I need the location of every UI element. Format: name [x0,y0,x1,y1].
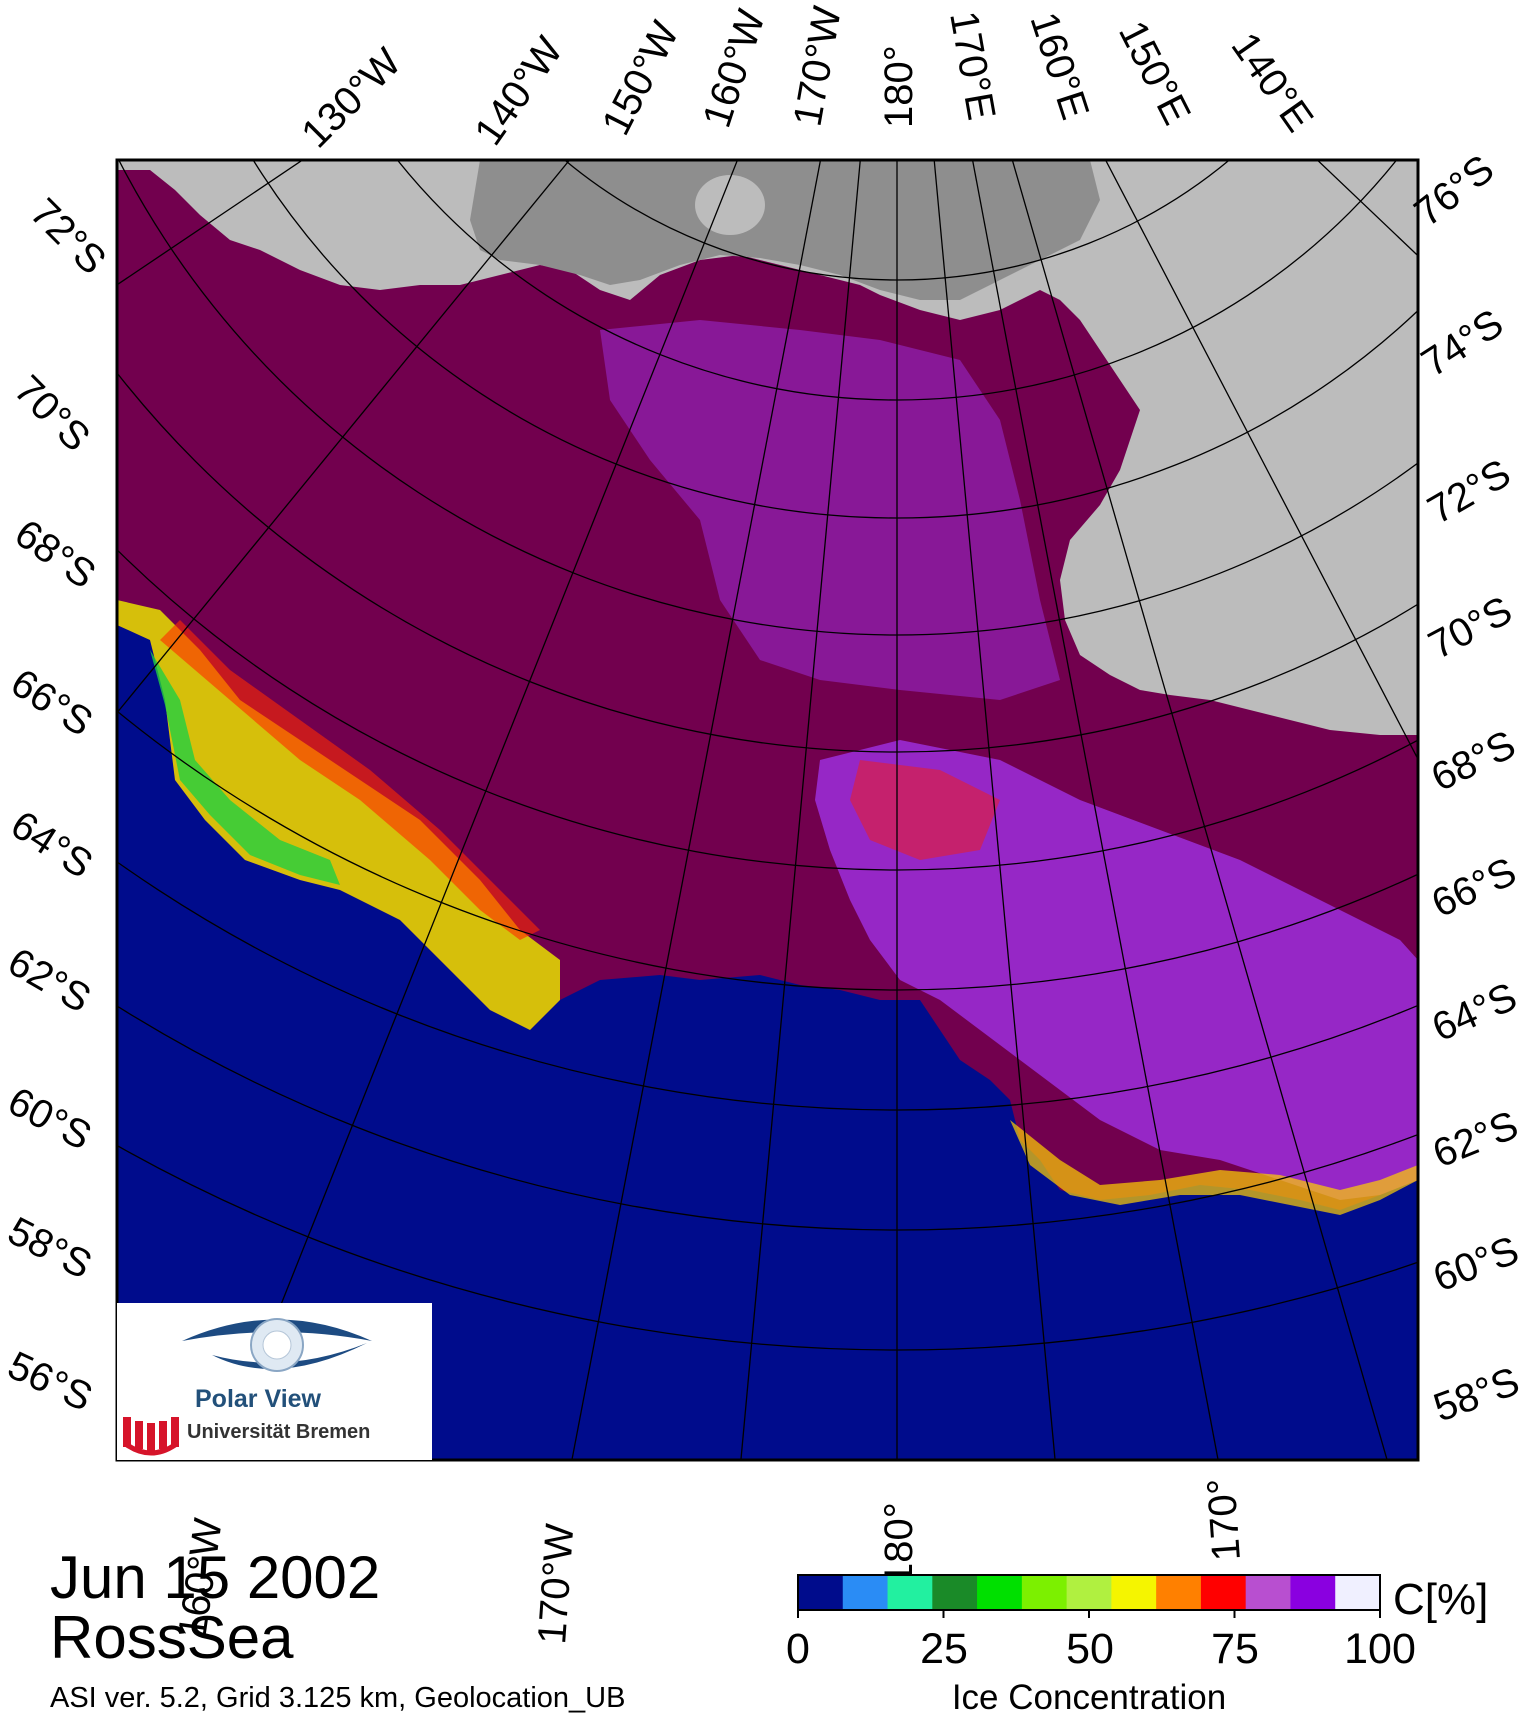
lat-label-right-76s: 76°S [1406,147,1502,235]
lon-label-150w: 150°W [594,15,688,143]
left-lat-labels: 72°S 70°S 68°S 66°S 64°S 62°S 60°S 58°S … [1,190,115,1420]
processing-info: ASI ver. 5.2, Grid 3.125 km, Geolocation… [50,1682,626,1714]
lon-label-bottom-170e: 170° [1199,1477,1249,1563]
lat-label-left-70s: 70°S [6,367,99,460]
map-date: Jun 15 2002 [50,1544,381,1611]
colorbar-swatch [1290,1575,1336,1610]
lon-label-170e: 170°E [941,8,1003,123]
lon-label-180: 180° [877,45,921,128]
lat-label-left-68s: 68°S [7,511,104,597]
mixed-ice-north [600,320,1060,700]
colorbar-tick-25: 25 [920,1625,968,1673]
lat-label-right-70s: 70°S [1422,588,1520,668]
colorbar-tick-0: 0 [786,1625,810,1673]
colorbar-swatch [932,1575,978,1610]
logo-name: Polar View [195,1385,321,1413]
colorbar-swatch [842,1575,889,1610]
lat-label-left-56s: 56°S [1,1343,99,1420]
colorbar-swatch [1200,1575,1247,1610]
mixed-ice-red [850,760,1000,860]
lat-label-right-60s: 60°S [1427,1228,1524,1300]
lon-label-170w: 170°W [786,3,850,130]
colorbar-swatch [1335,1575,1381,1610]
lon-label-150e: 150°E [1110,14,1199,131]
colorbar-tick-50: 50 [1066,1625,1114,1673]
lat-label-left-58s: 58°S [1,1209,99,1288]
colorbar-swatch [798,1575,844,1610]
colorbar-unit: C[%] [1393,1575,1489,1624]
graticule [117,160,1418,1460]
land-dark-area [470,160,1100,300]
lon-label-160w: 160°W [695,4,774,132]
lat-label-left-62s: 62°S [1,940,98,1022]
lat-label-right-66s: 66°S [1425,849,1523,926]
right-lat-labels: 76°S 74°S 72°S 70°S 68°S 66°S 64°S 62°S … [1406,147,1525,1431]
bottom-lon-labels: 160°W 170°W 180° 170° [170,1477,1249,1646]
lat-label-right-74s: 74°S [1414,301,1511,385]
colorbar-swatch [977,1575,1023,1610]
colorbar-title: Ice Concentration [951,1678,1227,1717]
polar-view-logo: Polar View Universität Bremen [117,1303,432,1460]
mixed-ice-edge [1010,1120,1418,1215]
lat-label-right-72s: 72°S [1421,451,1518,533]
map-region: RossSea [50,1604,294,1671]
colorbar-swatch [1156,1575,1202,1610]
colorbar [797,1574,1381,1618]
lat-label-right-58s: 58°S [1428,1359,1525,1430]
colorbar-tick-75: 75 [1211,1625,1259,1673]
land-area [117,160,1418,735]
colorbar-swatch [1066,1575,1112,1610]
map-area [117,160,1418,1460]
lon-label-140e: 140°E [1223,25,1322,140]
lat-label-left-72s: 72°S [22,190,115,283]
lat-label-right-68s: 68°S [1425,722,1523,800]
lat-label-left-66s: 66°S [3,661,100,745]
colorbar-tick-100: 100 [1344,1625,1416,1673]
lat-label-right-62s: 62°S [1427,1103,1524,1176]
colorbar-swatch [1245,1575,1292,1610]
colorbar-swatch [887,1575,933,1610]
top-lon-labels: 130°W 140°W 150°W 160°W 170°W 180° 170°E… [293,3,1321,156]
lat-label-right-64s: 64°S [1426,975,1524,1051]
marginal-ice-green [150,650,340,885]
lon-label-bottom-180: 180° [877,1502,921,1585]
eye-logo-icon [182,1318,372,1372]
colorbar-swatch [1111,1575,1157,1610]
marginal-ice-red [160,620,540,940]
marginal-ice-zone [117,600,560,1030]
logo-university: Universität Bremen [187,1421,371,1443]
lat-label-left-60s: 60°S [1,1079,99,1159]
land-ice-shelf [695,175,765,235]
lon-label-bottom-170w: 170°W [530,1522,582,1646]
university-seal-icon [123,1417,179,1456]
colorbar-swatch [1021,1575,1068,1610]
lon-label-130w: 130°W [293,40,409,156]
map-frame [115,158,1420,1462]
lat-label-left-64s: 64°S [3,803,100,887]
lon-label-160e: 160°E [1021,7,1097,125]
lon-label-140w: 140°W [466,29,571,153]
